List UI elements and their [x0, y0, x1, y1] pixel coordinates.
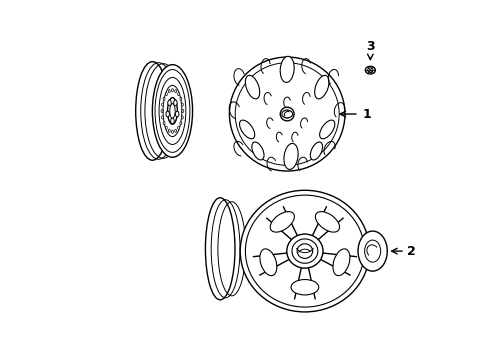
- Ellipse shape: [171, 130, 173, 133]
- Ellipse shape: [332, 249, 349, 276]
- Text: 2: 2: [407, 244, 415, 258]
- Ellipse shape: [319, 120, 334, 139]
- Ellipse shape: [135, 62, 169, 160]
- Ellipse shape: [165, 93, 167, 96]
- Ellipse shape: [240, 190, 369, 312]
- Ellipse shape: [180, 122, 182, 125]
- Ellipse shape: [229, 57, 344, 171]
- Ellipse shape: [290, 279, 318, 295]
- Ellipse shape: [280, 107, 293, 121]
- Ellipse shape: [168, 129, 170, 132]
- Ellipse shape: [171, 89, 173, 92]
- Ellipse shape: [286, 234, 323, 268]
- Ellipse shape: [239, 120, 254, 139]
- Ellipse shape: [270, 212, 294, 232]
- Ellipse shape: [173, 100, 177, 106]
- Ellipse shape: [251, 142, 264, 160]
- Ellipse shape: [174, 129, 176, 132]
- Ellipse shape: [280, 56, 294, 82]
- Ellipse shape: [161, 103, 163, 106]
- Ellipse shape: [314, 75, 328, 99]
- Ellipse shape: [297, 244, 312, 258]
- Ellipse shape: [165, 126, 167, 129]
- Ellipse shape: [181, 103, 183, 106]
- Ellipse shape: [310, 142, 322, 160]
- Ellipse shape: [182, 109, 183, 112]
- Ellipse shape: [165, 111, 169, 117]
- Ellipse shape: [167, 100, 171, 106]
- Ellipse shape: [170, 118, 174, 124]
- Ellipse shape: [163, 97, 164, 100]
- Text: 3: 3: [366, 40, 374, 53]
- Ellipse shape: [315, 212, 339, 232]
- Ellipse shape: [281, 110, 292, 118]
- Ellipse shape: [174, 90, 176, 93]
- Ellipse shape: [168, 90, 170, 93]
- Ellipse shape: [357, 231, 386, 271]
- Ellipse shape: [175, 111, 179, 117]
- Ellipse shape: [245, 75, 259, 99]
- Ellipse shape: [284, 143, 298, 170]
- Text: 1: 1: [362, 108, 371, 121]
- Ellipse shape: [152, 65, 192, 157]
- Ellipse shape: [205, 198, 235, 300]
- Ellipse shape: [161, 116, 163, 119]
- Ellipse shape: [163, 122, 164, 125]
- Ellipse shape: [177, 126, 179, 129]
- Ellipse shape: [181, 116, 183, 119]
- Ellipse shape: [177, 93, 179, 96]
- Ellipse shape: [180, 97, 182, 100]
- Ellipse shape: [161, 109, 163, 112]
- Ellipse shape: [259, 249, 276, 276]
- Ellipse shape: [365, 66, 375, 74]
